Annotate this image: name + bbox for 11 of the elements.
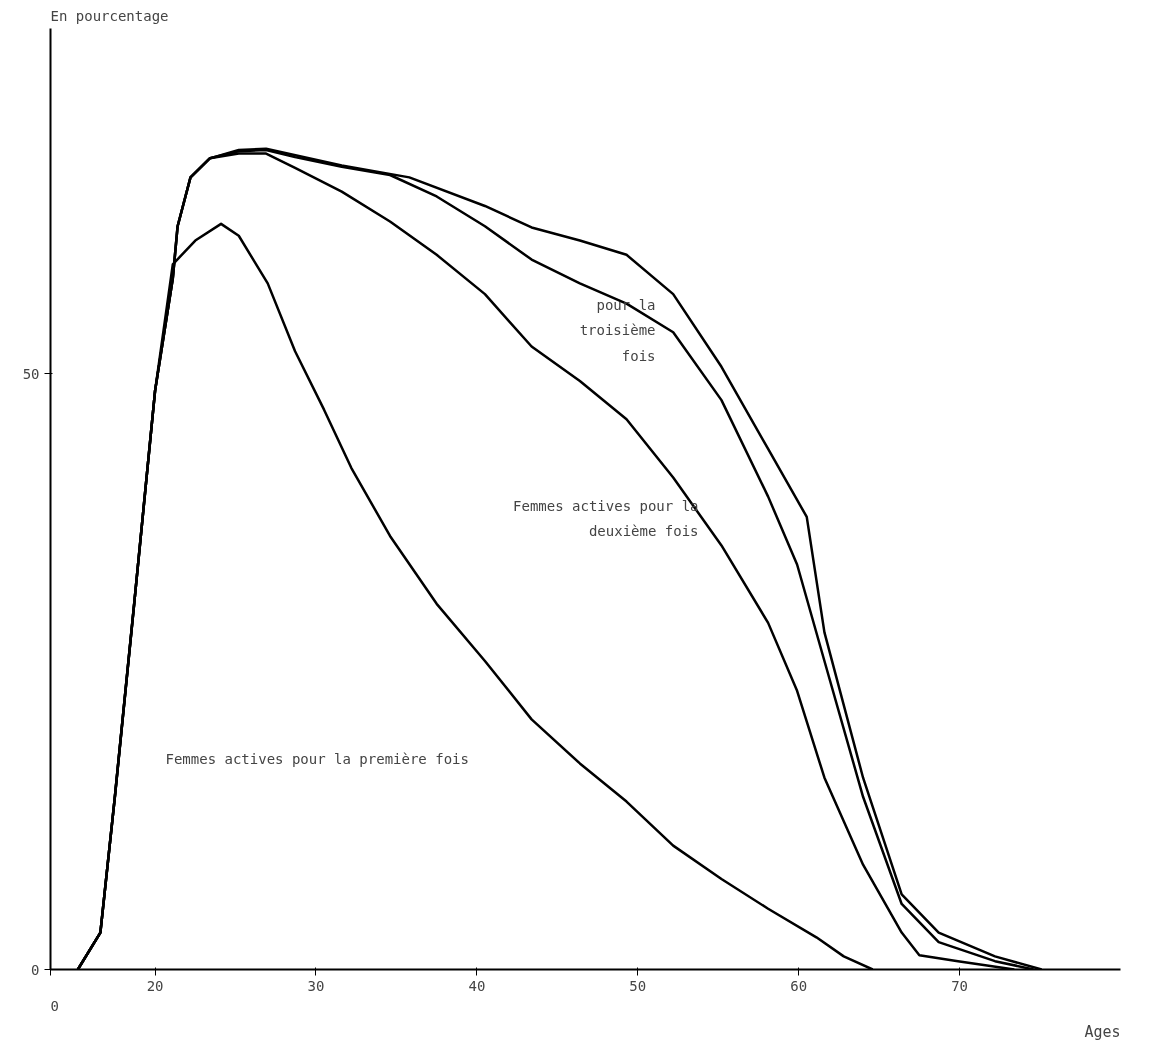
y-axis-title: En pourcentage bbox=[50, 7, 169, 24]
annotation: Femmes actives pour la première fois bbox=[165, 750, 469, 767]
x-tick-label: 40 bbox=[468, 977, 486, 994]
annotation: pour la troisième fois bbox=[579, 296, 656, 365]
x-tick-label: 20 bbox=[146, 977, 164, 994]
text: 0 bbox=[50, 997, 59, 1014]
x-tick-label: 50 bbox=[629, 977, 647, 994]
x-tick-label: 60 bbox=[790, 977, 808, 994]
x-tick-label: 70 bbox=[951, 977, 969, 994]
x-axis-title: Ages bbox=[1084, 1022, 1121, 1041]
x-tick-label: 30 bbox=[307, 977, 325, 994]
